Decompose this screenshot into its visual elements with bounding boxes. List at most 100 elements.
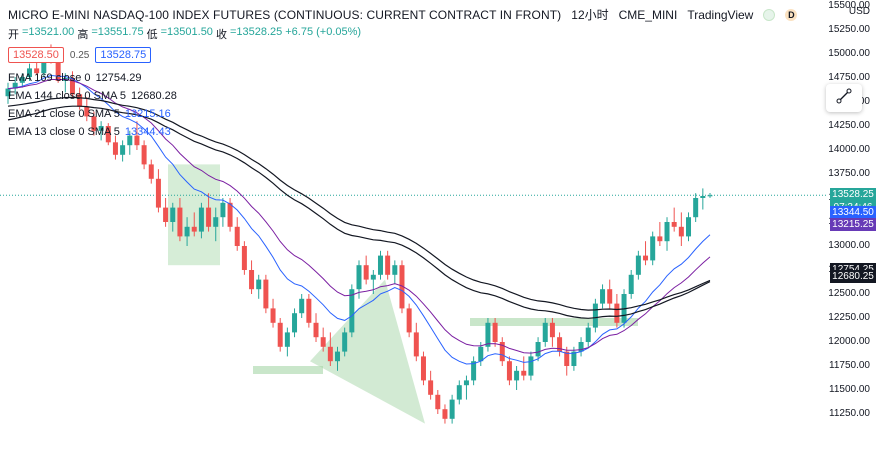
indicator-name: EMA 144 close 0 SMA 5: [8, 90, 127, 102]
draw-tool-button[interactable]: [826, 84, 862, 112]
low-value: =13501.50: [160, 26, 213, 38]
price-chart[interactable]: [0, 0, 828, 460]
candle-body: [191, 226, 197, 232]
candle-body: [163, 207, 169, 222]
candle-body: [12, 82, 18, 89]
candle-body: [19, 77, 25, 83]
trendline-icon: [835, 87, 853, 110]
candle-body: [492, 322, 498, 342]
ohlc-values: 开 =13521.00 高 =13551.75 低 =13501.50 收 =13528…: [8, 26, 797, 42]
sell-button[interactable]: 13528.50: [8, 47, 64, 63]
candle-body: [249, 270, 255, 290]
price-tick-label: 13000.00: [828, 240, 870, 251]
price-tick-label: 14250.00: [828, 120, 870, 131]
price-axis[interactable]: USD 15500.0015250.0015000.0014750.001450…: [828, 0, 876, 460]
indicator-ema13[interactable]: EMA 13 close 0 SMA 5 13344.43: [8, 123, 797, 141]
candle-body: [98, 126, 104, 131]
indicator-ema169[interactable]: EMA 169 close 0 12754.29: [8, 69, 797, 87]
candle-body: [392, 265, 398, 275]
candle-body: [270, 308, 276, 323]
candle-body: [299, 298, 305, 314]
high-value: =13551.75: [91, 26, 144, 38]
candle-body: [600, 289, 606, 304]
candle-body: [592, 303, 598, 328]
candle-body: [69, 78, 75, 95]
candle-body: [363, 265, 369, 280]
high-label: 高: [77, 29, 89, 41]
candle-body: [406, 308, 412, 333]
candle-body: [342, 332, 348, 352]
candle-body: [449, 399, 455, 419]
candle-body: [327, 346, 333, 362]
candle-body: [41, 54, 47, 74]
candle-body: [241, 246, 247, 270]
resistance-zone: [470, 318, 638, 326]
spread-value: 0.25: [69, 49, 90, 61]
candle-body: [542, 322, 548, 342]
indicator-name: EMA 13 close 0 SMA 5: [8, 126, 120, 138]
delayed-data-badge[interactable]: D: [785, 8, 798, 21]
candle-body: [700, 195, 706, 198]
candle-body: [84, 106, 90, 117]
candle-body: [306, 298, 312, 323]
candle-body: [105, 126, 111, 143]
candle-body: [26, 68, 32, 78]
candle-body: [256, 279, 262, 290]
price-tick-label: 11500.00: [829, 384, 870, 395]
price-tick-label: 15500.00: [828, 0, 870, 11]
candle-body: [506, 361, 512, 381]
candle-body: [213, 217, 219, 227]
candle-body: [263, 279, 269, 309]
provider-label: TradingView: [687, 7, 754, 22]
candle-body: [34, 68, 40, 74]
trade-buttons: 13528.50 0.25 13528.75: [8, 47, 797, 63]
candle-body: [399, 265, 405, 309]
candle-body: [564, 351, 570, 366]
candle-body: [91, 116, 97, 131]
exchange-label: CME_MINI: [618, 7, 678, 22]
price-tick-label: 11750.00: [829, 360, 870, 371]
candle-body: [549, 322, 555, 338]
indicator-ema21[interactable]: EMA 21 close 0 SMA 5 13215.16: [8, 105, 797, 123]
candle-body: [499, 342, 505, 362]
price-tick-label: 15250.00: [828, 24, 870, 35]
support-zone: [253, 366, 323, 374]
indicator-ema144[interactable]: EMA 144 close 0 SMA 5 12680.28: [8, 87, 797, 105]
change-value: +6.75 (+0.05%): [285, 26, 362, 38]
candle-body: [671, 222, 677, 227]
interval-label[interactable]: 12小时: [571, 8, 609, 22]
candle-body: [664, 222, 670, 242]
buy-button[interactable]: 13528.75: [95, 47, 152, 63]
candle-body: [428, 380, 434, 395]
symbol-title: MICRO E-MINI NASDAQ-100 INDEX FUTURES (C…: [8, 7, 562, 22]
candle-body: [628, 274, 634, 294]
candle-body: [557, 337, 563, 352]
close-value: =13528.25: [229, 26, 283, 38]
candle-body: [227, 202, 233, 227]
candle-body: [120, 145, 126, 155]
candle-body: [370, 274, 376, 280]
triangle-pattern: [310, 279, 425, 424]
candle-body: [313, 322, 319, 338]
indicator-list: EMA 169 close 0 12754.29 EMA 144 close 0…: [8, 69, 797, 141]
candle-body: [177, 207, 183, 237]
candle-body: [198, 207, 204, 232]
candle-body: [206, 207, 212, 227]
candle-body: [471, 361, 477, 381]
candle-body: [413, 332, 419, 357]
close-label: 收: [215, 29, 227, 41]
candle-body: [220, 202, 226, 218]
candle-body: [155, 178, 161, 208]
candle-body: [320, 337, 326, 347]
price-tick-label: 14750.00: [828, 72, 870, 83]
market-status-icon[interactable]: [763, 8, 776, 21]
candle-body: [678, 226, 684, 237]
candle-body: [657, 236, 663, 242]
candle-body: [77, 94, 83, 107]
candle-body: [442, 409, 448, 419]
indicator-value: 13215.16: [124, 108, 171, 120]
currency-label[interactable]: USD: [848, 6, 870, 17]
candle-body: [643, 255, 649, 261]
candle-body: [148, 164, 154, 179]
ema13-price-label: 13344.50: [830, 205, 876, 219]
